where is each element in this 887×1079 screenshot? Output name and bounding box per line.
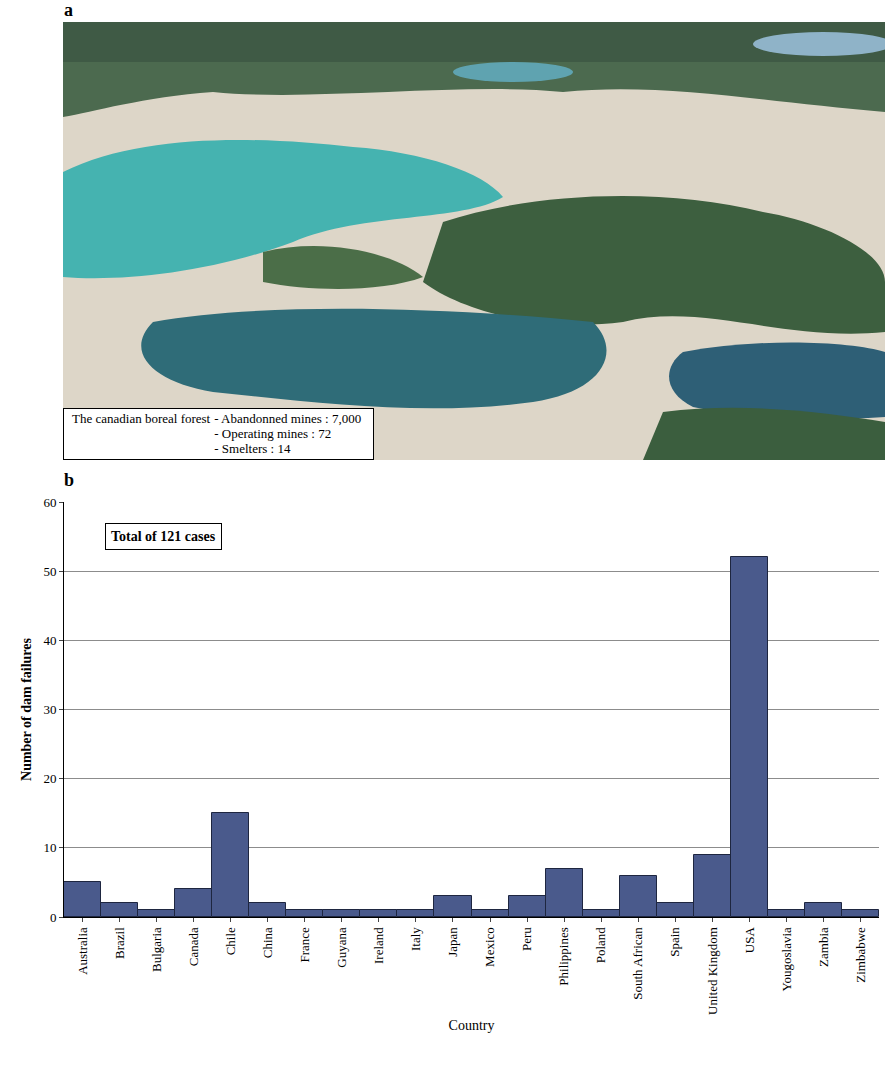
svg-text:Chile: Chile — [223, 927, 238, 955]
svg-text:Number of dam failures: Number of dam failures — [19, 637, 34, 781]
svg-text:Country: Country — [449, 1018, 495, 1033]
svg-text:0: 0 — [50, 910, 57, 925]
svg-text:20: 20 — [43, 771, 56, 786]
svg-text:USA: USA — [742, 927, 757, 954]
svg-text:Bulgaria: Bulgaria — [149, 927, 164, 972]
svg-text:Brazil: Brazil — [112, 927, 127, 959]
svg-text:Zambia: Zambia — [816, 927, 831, 967]
svg-text:Japan: Japan — [445, 927, 460, 957]
svg-text:60: 60 — [43, 495, 56, 510]
svg-text:30: 30 — [43, 702, 56, 717]
html-text:- Smelters : 14: - Smelters : 14 — [214, 441, 291, 456]
html-text:- Operating mines : 72: - Operating mines : 72 — [214, 426, 332, 441]
svg-text:Spain: Spain — [667, 927, 682, 957]
svg-text:China: China — [260, 927, 275, 958]
svg-text:Yougoslavia: Yougoslavia — [779, 927, 794, 992]
svg-text:10: 10 — [43, 840, 56, 855]
svg-text:South African: South African — [630, 927, 645, 1000]
svg-text:Zimbabwe: Zimbabwe — [853, 927, 868, 983]
svg-text:Ireland: Ireland — [371, 927, 386, 964]
svg-text:Guyana: Guyana — [334, 927, 349, 968]
svg-text:Australia: Australia — [75, 927, 90, 975]
svg-text:Philippines: Philippines — [556, 927, 571, 986]
html-text:a: a — [64, 0, 73, 20]
svg-text:Total of 121 cases: Total of 121 cases — [111, 529, 216, 544]
svg-text:Italy: Italy — [408, 927, 423, 951]
svg-text:Peru: Peru — [519, 927, 534, 951]
svg-text:Mexico: Mexico — [482, 927, 497, 967]
svg-text:40: 40 — [43, 633, 56, 648]
svg-text:50: 50 — [43, 564, 56, 579]
svg-text:United Kingdom: United Kingdom — [705, 927, 720, 1015]
html-text:The canadian boreal forest - A: The canadian boreal forest - Abandonned … — [72, 411, 362, 426]
svg-text:Poland: Poland — [593, 927, 608, 964]
html-text:b: b — [64, 470, 74, 490]
svg-text:France: France — [297, 927, 312, 963]
svg-text:Canada: Canada — [186, 927, 201, 966]
